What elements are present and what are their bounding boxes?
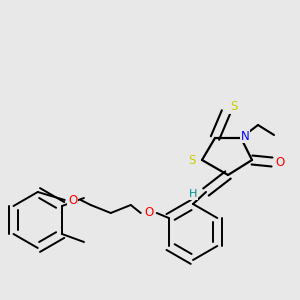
Text: O: O (275, 155, 285, 169)
Text: S: S (188, 154, 196, 166)
Text: S: S (230, 100, 238, 113)
Text: N: N (241, 130, 249, 142)
Text: O: O (68, 194, 77, 206)
Text: H: H (189, 189, 197, 199)
Text: O: O (144, 206, 153, 220)
